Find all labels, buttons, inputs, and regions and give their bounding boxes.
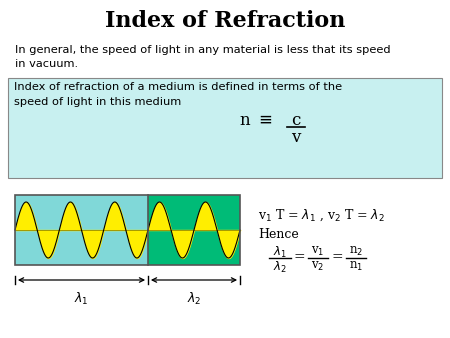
Text: =: =	[331, 250, 343, 264]
Text: Hence: Hence	[258, 228, 299, 241]
Bar	[15, 195, 240, 265]
Text: v$_1$: v$_1$	[311, 245, 324, 258]
Text: $\lambda_1$: $\lambda_1$	[273, 245, 287, 260]
Text: n $\equiv$: n $\equiv$	[238, 112, 272, 129]
Text: $\lambda_2$: $\lambda_2$	[187, 291, 201, 307]
Text: n$_1$: n$_1$	[349, 260, 363, 273]
Text: v$_1$ T = $\lambda_1$ , v$_2$ T = $\lambda_2$: v$_1$ T = $\lambda_1$ , v$_2$ T = $\lamb…	[258, 208, 385, 223]
Text: v$_2$: v$_2$	[311, 260, 324, 273]
Text: $\lambda_2$: $\lambda_2$	[273, 260, 287, 275]
Text: in vacuum.: in vacuum.	[15, 59, 78, 69]
Bar	[15, 195, 148, 265]
Text: Index of refraction of a medium is defined in terms of the: Index of refraction of a medium is defin…	[14, 82, 342, 92]
Text: c: c	[291, 112, 301, 129]
Text: v: v	[291, 129, 301, 146]
Text: Index of Refraction: Index of Refraction	[105, 10, 345, 32]
Bar	[8, 78, 442, 178]
Text: In general, the speed of light in any material is less that its speed: In general, the speed of light in any ma…	[15, 45, 391, 55]
Text: speed of light in this medium: speed of light in this medium	[14, 97, 181, 107]
Bar	[148, 195, 240, 265]
Text: $\lambda_1$: $\lambda_1$	[74, 291, 89, 307]
Text: =: =	[293, 250, 305, 264]
Text: n$_2$: n$_2$	[349, 245, 363, 258]
